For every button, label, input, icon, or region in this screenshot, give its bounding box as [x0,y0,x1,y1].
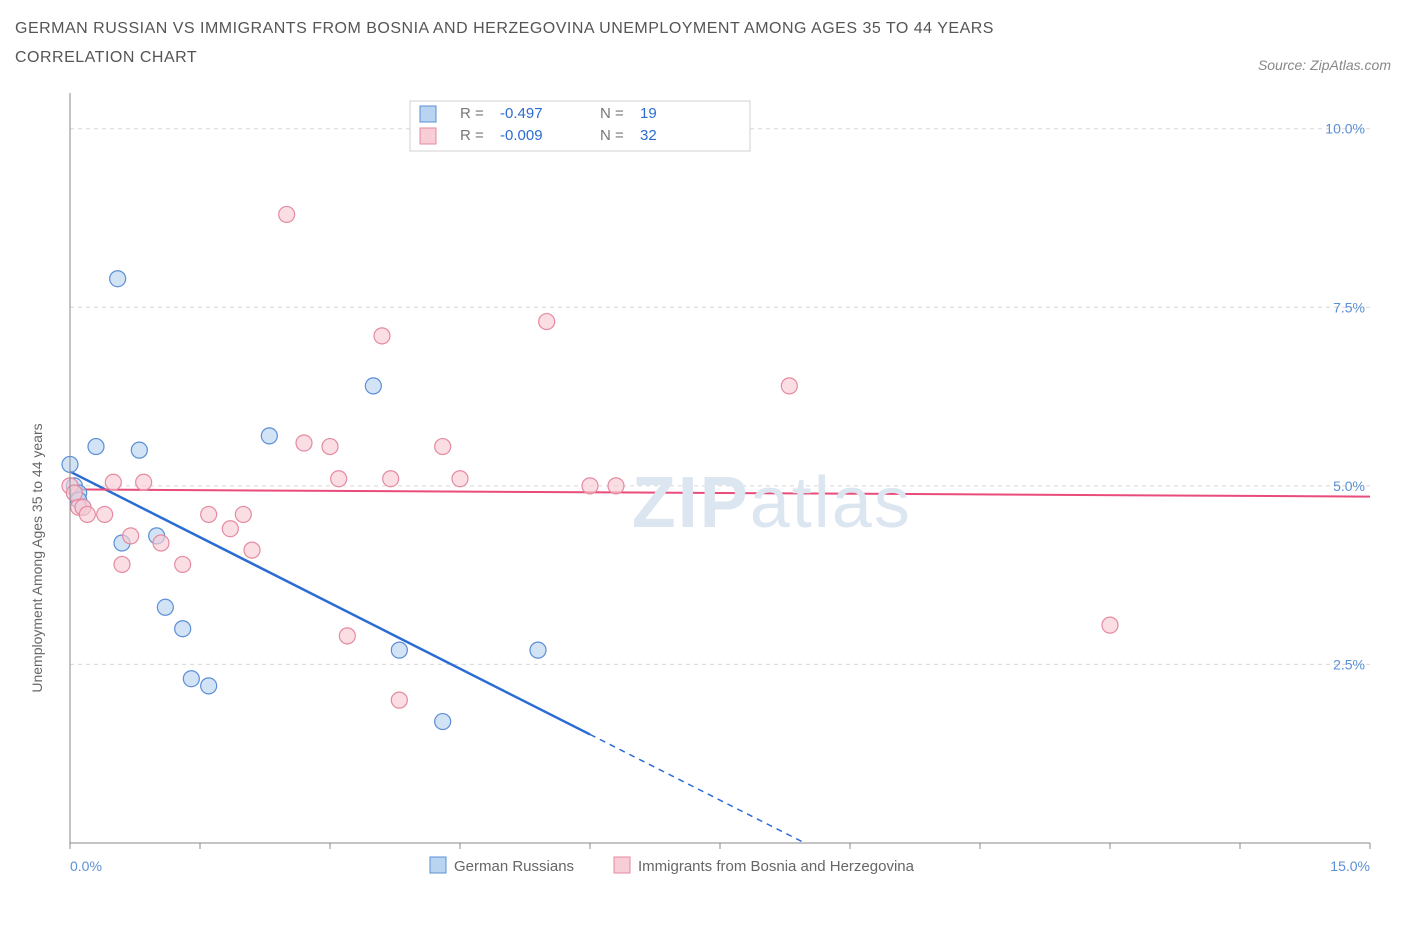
chart-title: GERMAN RUSSIAN VS IMMIGRANTS FROM BOSNIA… [15,15,994,73]
svg-text:15.0%: 15.0% [1330,858,1370,874]
svg-text:10.0%: 10.0% [1325,120,1365,136]
svg-text:-0.009: -0.009 [500,127,543,144]
svg-text:German Russians: German Russians [454,858,574,875]
title-line-1: GERMAN RUSSIAN VS IMMIGRANTS FROM BOSNIA… [15,15,994,44]
chart-container: ZIPatlas 0.0%15.0%2.5%5.0%7.5%10.0%Unemp… [15,83,1391,923]
svg-text:Unemployment Among Ages 35 to: Unemployment Among Ages 35 to 44 years [29,423,45,692]
svg-text:2.5%: 2.5% [1333,656,1365,672]
svg-text:19: 19 [640,105,657,122]
svg-text:32: 32 [640,127,657,144]
svg-text:0.0%: 0.0% [70,858,102,874]
svg-text:N =: N = [600,105,624,122]
source-credit: Source: ZipAtlas.com [1258,57,1391,73]
svg-text:7.5%: 7.5% [1333,299,1365,315]
svg-text:R =: R = [460,105,484,122]
svg-text:N =: N = [600,127,624,144]
correlation-chart: 0.0% 15.0% 2.5% 5.0% 7.5% 10.0% Unemployment A… [15,83,1391,923]
svg-text:Immigrants from Bosnia and Her: Immigrants from Bosnia and Herzegovina [638,858,915,875]
svg-text:5.0%: 5.0% [1333,477,1365,493]
svg-text:-0.497: -0.497 [500,105,543,122]
title-line-2: CORRELATION CHART [15,44,994,73]
svg-text:R =: R = [460,127,484,144]
